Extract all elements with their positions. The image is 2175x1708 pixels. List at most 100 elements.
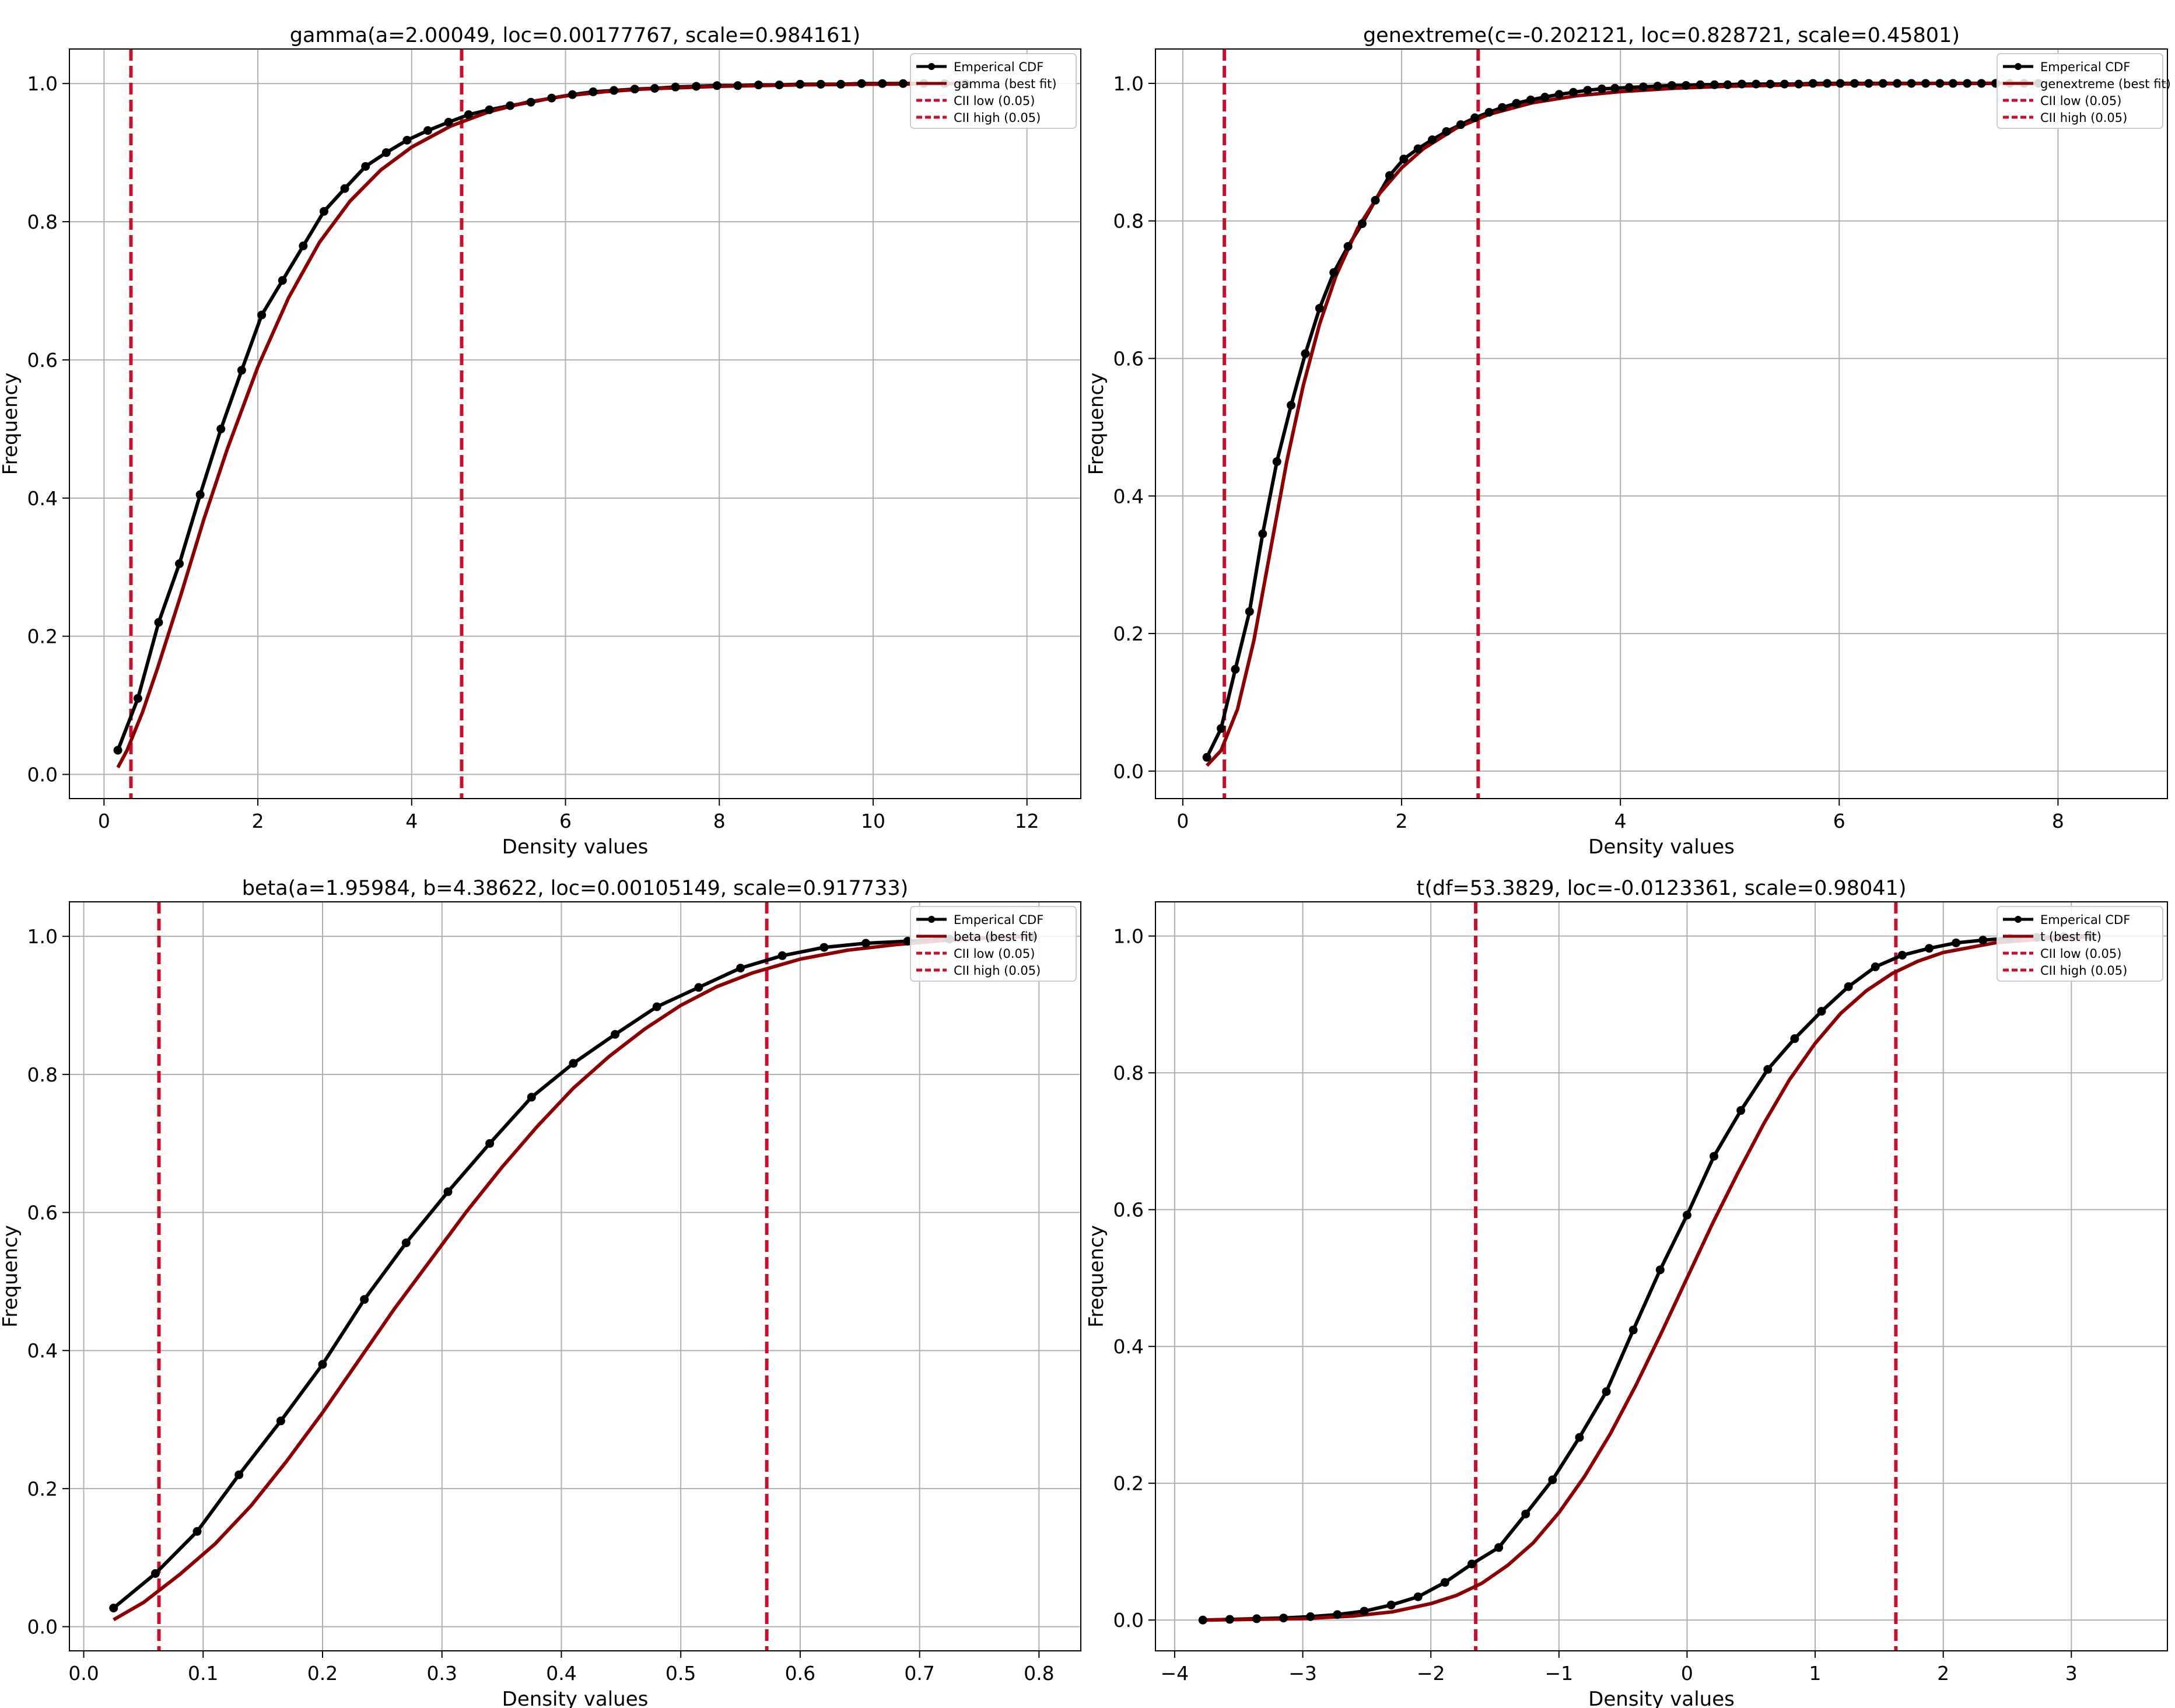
empirical-point — [1484, 107, 1494, 117]
legend-label-3: CII low (0.05) — [954, 947, 1035, 961]
legend: Emperical CDF gamma (best fit) CII low (0.… — [910, 53, 1077, 129]
x-axis-label: Density values — [502, 1688, 649, 1708]
empirical-point — [1907, 79, 1916, 88]
empirical-point — [1667, 80, 1676, 90]
legend-label-2: genextreme (best fit) — [2040, 77, 2171, 91]
x-tick-label: 6 — [559, 810, 572, 832]
x-axis: 0.0 0.1 0.2 0.3 0.4 0.5 0.6 0.7 0.8 — [68, 1651, 1055, 1685]
empirical-point — [485, 1139, 495, 1148]
empirical-point — [506, 101, 515, 110]
empirical-point — [1198, 1615, 1207, 1625]
legend: Emperical CDF genextreme (best fit) CII lo… — [1997, 53, 2171, 129]
empirical-point — [1385, 171, 1394, 180]
y-tick-label: 0.0 — [27, 764, 58, 786]
empirical-point — [694, 983, 703, 992]
grid — [69, 902, 1081, 1651]
empirical-point — [1272, 457, 1281, 466]
chart-title: t(df=53.3829, loc=-0.0123361, scale=0.98… — [1417, 877, 1907, 900]
empirical-point — [610, 86, 619, 95]
legend-label-3: CII low (0.05) — [954, 94, 1035, 108]
plot-area — [69, 902, 1081, 1651]
plot-data — [1202, 49, 2043, 799]
empirical-point — [1610, 83, 1620, 93]
y-axis: 0.0 0.2 0.4 0.6 0.8 1.0 — [1113, 72, 1155, 783]
y-tick-label: 0.6 — [27, 1202, 58, 1224]
empirical-point — [1808, 79, 1817, 88]
empirical-point — [192, 1527, 202, 1536]
legend-label-2: t (best fit) — [2040, 930, 2102, 944]
legend: Emperical CDF beta (best fit) CII low (0.0… — [910, 906, 1077, 982]
y-axis-label: Frequency — [0, 1225, 22, 1328]
empirical-point — [1766, 79, 1775, 89]
x-tick-label: 0.7 — [904, 1662, 934, 1685]
plot-data — [109, 902, 1038, 1651]
best-fit-line — [1206, 81, 2039, 767]
x-tick-label: 0.5 — [666, 1662, 696, 1685]
chart-title: genextreme(c=-0.202121, loc=0.828721, sc… — [1363, 24, 1960, 47]
plot-area — [1155, 902, 2167, 1651]
legend-label-1: Emperical CDF — [954, 913, 1043, 927]
legend-marker — [928, 916, 935, 923]
x-tick-label: 0 — [1681, 1662, 1693, 1685]
empirical-point — [402, 135, 412, 145]
empirical-point — [1710, 80, 1719, 89]
y-tick-label: 0.8 — [1113, 210, 1144, 233]
chart-panel-1: 0 2 4 6 8 10 12 0.0 0.2 0.4 0.6 0.8 1.0 Density value… — [0, 24, 1081, 859]
empirical-cdf-line — [1203, 934, 2091, 1622]
empirical-point — [878, 79, 887, 88]
empirical-point — [775, 80, 784, 90]
empirical-point — [1583, 86, 1592, 95]
x-tick-label: 12 — [1015, 810, 1039, 832]
legend-box — [1997, 53, 2163, 129]
y-tick-label: 0.8 — [1113, 1062, 1144, 1084]
y-tick-label: 1.0 — [1113, 925, 1144, 948]
empirical-point — [777, 951, 787, 960]
x-tick-label: 0.4 — [546, 1662, 576, 1685]
empirical-point — [278, 276, 287, 285]
y-tick-label: 0.2 — [1113, 1472, 1144, 1495]
empirical-point — [1823, 79, 1832, 88]
y-tick-label: 0.8 — [27, 1063, 58, 1086]
x-tick-label: 0 — [98, 810, 110, 832]
x-axis: −4 −3 −2 −1 0 1 2 3 — [1161, 1651, 2078, 1685]
y-tick-label: 1.0 — [27, 925, 58, 948]
empirical-point — [299, 242, 308, 251]
y-axis: 0.0 0.2 0.4 0.6 0.8 1.0 — [27, 925, 69, 1639]
empirical-point — [150, 1569, 160, 1578]
empirical-point — [444, 118, 453, 127]
empirical-point — [1202, 752, 1211, 762]
empirical-point — [1440, 1578, 1449, 1587]
empirical-point — [1442, 127, 1451, 136]
empirical-point — [1413, 144, 1423, 153]
x-axis-label: Density values — [1588, 1688, 1735, 1708]
y-axis-label: Frequency — [1085, 1225, 1108, 1328]
empirical-point — [1343, 242, 1353, 251]
legend-marker — [928, 63, 935, 70]
y-tick-label: 0.6 — [1113, 348, 1144, 370]
empirical-point — [1897, 950, 1907, 960]
empirical-point — [733, 81, 742, 90]
x-axis-label: Density values — [502, 835, 649, 859]
empirical-point — [1723, 80, 1732, 89]
empirical-point — [857, 79, 866, 88]
legend-marker — [2015, 916, 2022, 923]
legend: Emperical CDF t (best fit) CII low (0.05) C… — [1997, 906, 2163, 982]
empirical-point — [1371, 195, 1380, 205]
best-fit-line — [113, 935, 1034, 1622]
empirical-point — [1844, 982, 1853, 991]
empirical-point — [154, 618, 163, 627]
empirical-point — [589, 87, 598, 96]
y-tick-label: 0.6 — [1113, 1199, 1144, 1222]
empirical-point — [1763, 1065, 1773, 1074]
empirical-point — [1737, 79, 1746, 89]
plot-data — [113, 49, 970, 799]
empirical-point — [1301, 349, 1310, 358]
y-tick-label: 0.0 — [1113, 760, 1144, 783]
x-tick-label: 6 — [1833, 810, 1845, 832]
empirical-point — [464, 110, 473, 120]
empirical-point — [319, 206, 328, 216]
empirical-point — [109, 1604, 118, 1613]
empirical-point — [340, 184, 349, 193]
legend-label-4: CII high (0.05) — [2040, 964, 2127, 978]
